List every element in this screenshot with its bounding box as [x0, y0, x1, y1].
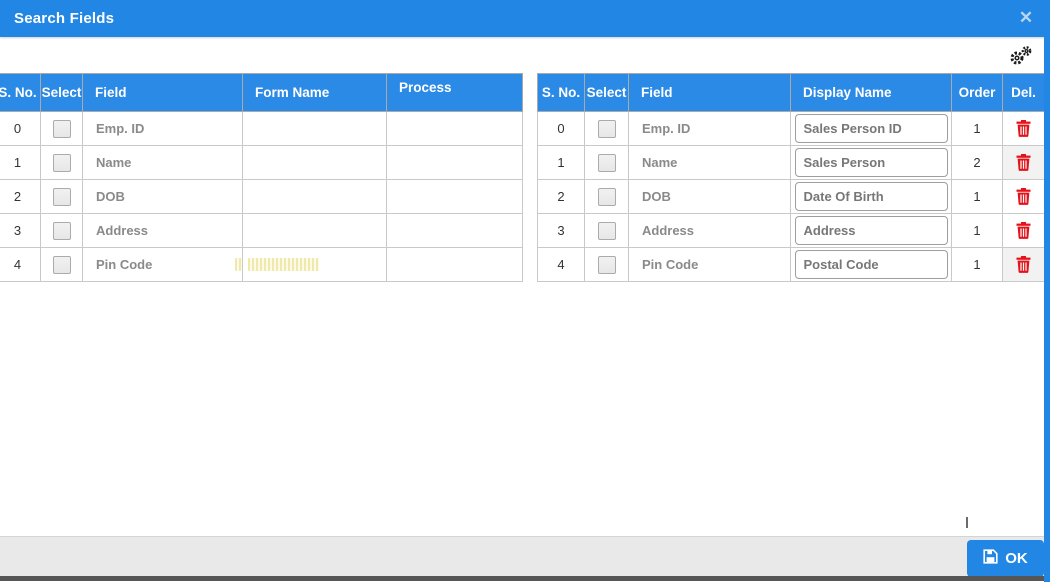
delete-button[interactable] — [1010, 118, 1037, 139]
col-header-del: Del. — [1002, 73, 1045, 112]
display-name-input[interactable] — [794, 250, 948, 279]
trash-icon — [1016, 187, 1031, 205]
highlight-marks — [248, 258, 319, 271]
bottom-border-strip — [0, 576, 1050, 581]
ok-button[interactable]: OK — [967, 540, 1044, 577]
trash-icon — [1016, 221, 1031, 239]
text-cursor-mark — [966, 517, 968, 528]
delete-button[interactable] — [1010, 152, 1037, 173]
table-row: 4 Pin Code 1 — [537, 247, 1045, 282]
display-name-input[interactable] — [794, 114, 948, 143]
table-row: 2 DOB — [0, 179, 523, 214]
table-header-row: S. No. Select Field Display Name Order D… — [537, 73, 1045, 112]
col-header-sno: S. No. — [0, 73, 41, 112]
select-checkbox[interactable] — [52, 119, 71, 138]
dialog-footer: OK — [0, 536, 1050, 577]
ok-button-label: OK — [1005, 550, 1028, 567]
table-row: 4 Pin Code — [0, 247, 523, 282]
selected-fields-table: S. No. Select Field Display Name Order D… — [537, 73, 1045, 282]
col-header-select: Select — [40, 73, 83, 112]
trash-icon — [1016, 153, 1031, 171]
dialog-title: Search Fields — [14, 10, 115, 27]
trash-icon — [1016, 255, 1031, 273]
settings-button[interactable] — [1006, 43, 1036, 68]
select-checkbox[interactable] — [597, 119, 616, 138]
trash-icon — [1016, 119, 1031, 137]
display-name-input[interactable] — [794, 182, 948, 211]
table-row: 1 Name 2 — [537, 145, 1045, 180]
table-row: 3 Address — [0, 213, 523, 248]
col-header-field: Field — [82, 73, 243, 112]
right-edge-accent — [1044, 0, 1050, 582]
display-name-input[interactable] — [794, 148, 948, 177]
table-header-row: S. No. Select Field Form Name Process — [0, 73, 523, 112]
table-row: 0 Emp. ID 1 — [537, 111, 1045, 146]
col-header-sno: S. No. — [537, 73, 585, 112]
col-header-display-name: Display Name — [790, 73, 952, 112]
highlight-marks — [235, 258, 242, 271]
col-header-form-name: Form Name — [242, 73, 387, 112]
select-checkbox[interactable] — [597, 255, 616, 274]
col-header-process: Process — [386, 73, 523, 112]
select-checkbox[interactable] — [52, 221, 71, 240]
dialog-titlebar: Search Fields ✕ — [0, 0, 1050, 37]
table-row: 3 Address 1 — [537, 213, 1045, 248]
select-checkbox[interactable] — [52, 187, 71, 206]
display-name-input[interactable] — [794, 216, 948, 245]
select-checkbox[interactable] — [52, 255, 71, 274]
table-row: 2 DOB 1 — [537, 179, 1045, 214]
table-row: 0 Emp. ID — [0, 111, 523, 146]
delete-button[interactable] — [1010, 254, 1037, 275]
delete-button[interactable] — [1010, 186, 1037, 207]
select-checkbox[interactable] — [597, 153, 616, 172]
delete-button[interactable] — [1010, 220, 1037, 241]
select-checkbox[interactable] — [52, 153, 71, 172]
select-checkbox[interactable] — [597, 187, 616, 206]
select-checkbox[interactable] — [597, 221, 616, 240]
cogs-icon — [1008, 46, 1034, 69]
table-row: 1 Name — [0, 145, 523, 180]
col-header-field: Field — [628, 73, 791, 112]
col-header-select: Select — [584, 73, 629, 112]
save-icon — [983, 549, 998, 568]
close-icon[interactable]: ✕ — [1018, 8, 1034, 27]
source-fields-table: S. No. Select Field Form Name Process 0 … — [0, 73, 523, 282]
col-header-order: Order — [951, 73, 1003, 112]
